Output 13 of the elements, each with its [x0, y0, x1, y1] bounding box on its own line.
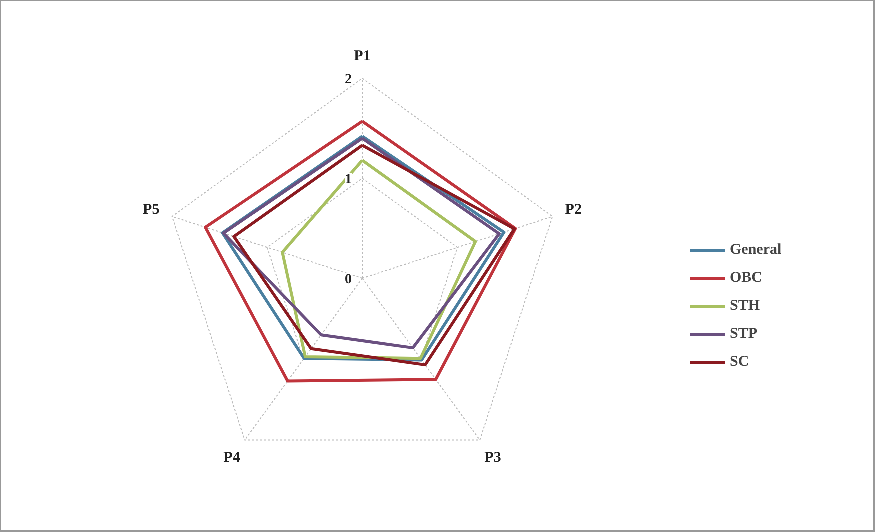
- spoke-label: P4: [224, 450, 241, 466]
- spoke-label: P5: [143, 202, 160, 218]
- y-tick-label: 0: [345, 272, 352, 288]
- legend-label: General: [730, 242, 782, 258]
- spoke-label: P1: [354, 48, 371, 64]
- y-tick-label: 2: [345, 72, 352, 88]
- legend-label: STP: [730, 326, 758, 342]
- legend-label: STH: [730, 298, 760, 314]
- legend-label: OBC: [730, 270, 763, 286]
- spoke-label: P2: [565, 202, 582, 218]
- legend-label: SC: [730, 354, 750, 370]
- spoke-label: P3: [484, 450, 502, 466]
- y-tick-label: 1: [345, 172, 352, 188]
